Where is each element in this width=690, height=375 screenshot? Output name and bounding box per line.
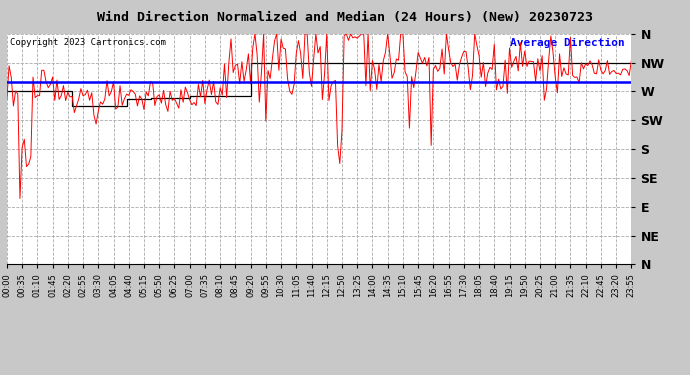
Text: Copyright 2023 Cartronics.com: Copyright 2023 Cartronics.com [10, 38, 166, 47]
Text: Wind Direction Normalized and Median (24 Hours) (New) 20230723: Wind Direction Normalized and Median (24… [97, 11, 593, 24]
Text: Average Direction: Average Direction [511, 38, 625, 48]
